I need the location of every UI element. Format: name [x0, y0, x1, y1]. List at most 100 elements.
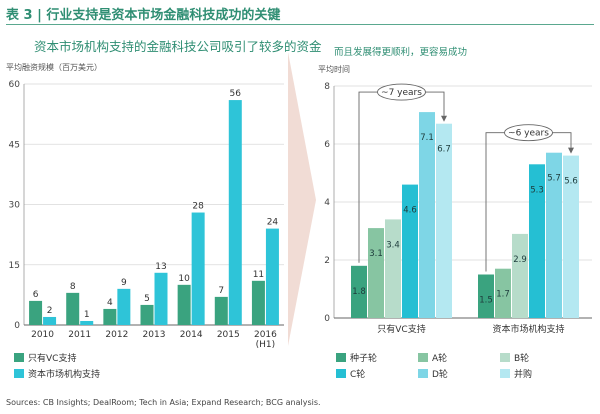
right-bar-ma	[436, 123, 452, 318]
left-bar-vc	[29, 300, 43, 325]
right-bar-b	[512, 233, 528, 318]
left-bar-value-label: 2	[47, 306, 53, 316]
left-x-tick-label: 2016	[254, 330, 277, 340]
left-bar-vc	[177, 284, 191, 325]
left-bar-vc	[66, 292, 80, 325]
right-bar-a	[368, 228, 384, 318]
left-y-tick-label: 45	[9, 140, 20, 150]
left-legend-item-vc: 只有VC支持	[14, 351, 76, 364]
right-bar-value-label: 3.4	[386, 240, 400, 250]
left-y-tick-label: 30	[9, 201, 21, 211]
right-bar-value-label: 4.6	[403, 206, 417, 216]
right-legend-label-seed: 种子轮	[350, 354, 378, 364]
right-y-tick-label: 8	[324, 82, 330, 92]
right-bar-value-label: 6.7	[437, 145, 451, 155]
left-bar-value-label: 28	[192, 202, 204, 212]
left-x-tick-label: 2014	[180, 330, 203, 340]
right-y-axis-label: 平均时间	[318, 65, 350, 74]
left-legend-swatch-cm	[14, 369, 24, 378]
left-x-tick-label: 2013	[143, 330, 166, 340]
left-bar-value-label: 5	[144, 294, 150, 304]
right-chart: 0 2 4 6 8 1.8 3.13.4 4.6 7.16.7 只有VC支持 ~7 years 1.5…	[324, 82, 592, 335]
right-bar-value-label: 5.6	[564, 177, 578, 187]
left-bar-cm	[154, 272, 168, 325]
duration-label: ~7 years	[381, 88, 422, 98]
right-bar-value-label: 1.7	[496, 290, 510, 300]
left-bar-value-label: 10	[178, 274, 190, 284]
left-bar-cm	[117, 288, 131, 325]
right-legend-label-a: A轮	[432, 354, 448, 364]
left-bar-value-label: 4	[107, 298, 113, 308]
left-bar-vc	[103, 308, 117, 325]
duration-ellipse	[504, 124, 553, 142]
right-y-tick-label: 4	[324, 198, 330, 208]
right-legend-swatch-d	[418, 369, 428, 378]
left-bar-cm	[265, 228, 279, 325]
duration-arrowhead	[568, 147, 574, 154]
left-y-tick-label: 60	[9, 80, 21, 90]
right-legend-swatch-seed	[336, 353, 346, 362]
right-legend-label-c: C轮	[350, 370, 366, 380]
right-subtitle: 而且发展得更顺利，更容易成功	[334, 47, 468, 58]
left-bar-value-label: 11	[253, 270, 264, 280]
left-legend-item-cm: 资本市场机构支持	[14, 367, 100, 380]
left-x-tick-label: 2015	[217, 330, 240, 340]
left-legend-label-vc: 只有VC支持	[28, 354, 77, 364]
right-legend-swatch-a	[418, 353, 428, 362]
right-bar-value-label: 7.1	[420, 133, 434, 143]
right-legend-label-ma: 并购	[514, 370, 533, 380]
right-bar-c	[402, 184, 418, 318]
left-chart: 0 15 30 45 60 62 2010 8 1 2011 49 2012 5 13 2013 10 28 20…	[9, 80, 284, 350]
left-legend-label-cm: 资本市场机构支持	[28, 370, 101, 380]
left-x-tick-label: 2012	[105, 330, 128, 340]
left-bar-value-label: 1	[84, 310, 90, 320]
left-y-tick-label: 0	[14, 321, 20, 331]
right-bar-d	[419, 112, 435, 318]
left-bar-value-label: 6	[33, 290, 39, 300]
left-y-tick-label: 15	[9, 261, 20, 271]
left-bar-cm	[43, 316, 57, 325]
duration-ellipse	[377, 83, 426, 101]
right-y-tick-label: 2	[324, 256, 330, 266]
right-bar-c	[529, 164, 545, 318]
right-bar-value-label: 5.3	[530, 185, 544, 195]
right-legend-label-d: D轮	[432, 370, 448, 380]
right-y-tick-label: 6	[324, 140, 330, 150]
right-x-tick-label: 只有VC支持	[377, 323, 425, 335]
left-bar-value-label: 9	[121, 278, 127, 288]
left-legend-swatch-vc	[14, 353, 24, 362]
duration-arrowhead	[441, 115, 447, 122]
left-x-tick-label: 2010	[31, 330, 54, 340]
right-legend-swatch-b	[500, 353, 510, 362]
duration-label: ~6 years	[508, 129, 549, 139]
right-x-tick-label: 资本市场机构支持	[492, 323, 564, 335]
right-bar-value-label: 2.9	[513, 255, 527, 265]
left-bar-value-label: 24	[267, 218, 279, 228]
left-bar-cm	[228, 100, 242, 325]
right-legend-swatch-ma	[500, 369, 510, 378]
left-bar-vc	[140, 304, 154, 325]
left-y-axis-label: 平均融资规模（百万美元）	[6, 63, 102, 72]
left-bar-vc	[214, 296, 228, 325]
sources-note: Sources: CB Insights; DealRoom; Tech in …	[6, 398, 321, 407]
left-bar-value-label: 56	[230, 89, 242, 99]
right-bar-ma	[563, 155, 579, 318]
title-divider	[6, 24, 594, 25]
left-bar-value-label: 7	[218, 286, 224, 296]
transition-arrow	[288, 52, 316, 346]
right-bar-seed	[351, 265, 367, 318]
right-bar-a	[495, 268, 511, 318]
right-bar-value-label: 1.8	[352, 287, 366, 297]
left-bar-cm	[191, 212, 205, 325]
left-bar-vc	[251, 280, 265, 325]
right-legend-item-b: B轮	[500, 351, 529, 364]
page-title: 表 3 | 行业支持是资本市场金融科技成功的关键	[6, 8, 281, 23]
left-bar-value-label: 8	[70, 282, 76, 292]
left-bar-value-label: 13	[155, 262, 166, 272]
left-x-tick-label: (H1)	[256, 340, 276, 350]
right-bar-b	[385, 219, 401, 318]
right-legend-swatch-c	[336, 369, 346, 378]
right-legend-item-seed: 种子轮	[336, 351, 377, 364]
